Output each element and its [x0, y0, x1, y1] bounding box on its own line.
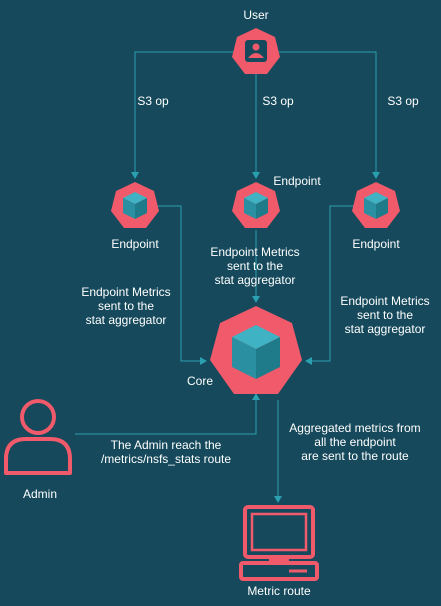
cube-icon — [352, 182, 400, 228]
metrics-right-line-3: stat aggregator — [344, 322, 426, 336]
admin-label: Admin — [22, 487, 57, 501]
metrics-center-line-1: Endpoint Metrics — [210, 245, 300, 259]
s3-op-label-left: S3 op — [137, 94, 169, 108]
admin-route-label: The Admin reach the /metrics/nsfs_stats … — [86, 438, 246, 466]
aggregated-line-2: all the endpoint — [314, 435, 396, 449]
metrics-center-line-3: stat aggregator — [214, 273, 296, 287]
aggregated-line-1: Aggregated metrics from — [289, 421, 421, 435]
metrics-right-line-2: sent to the — [356, 308, 414, 322]
endpoint-label-center: Endpoint — [273, 174, 321, 188]
metrics-left-line-3: stat aggregator — [85, 313, 167, 327]
metrics-right-line-1: Endpoint Metrics — [340, 294, 430, 308]
aggregated-line-3: are sent to the route — [301, 449, 409, 463]
metrics-left-line-1: Endpoint Metrics — [81, 285, 171, 299]
metrics-label-right: Endpoint Metrics sent to the stat aggreg… — [329, 294, 441, 336]
endpoint-node-right[interactable] — [351, 181, 401, 231]
aggregated-metrics-label: Aggregated metrics from all the endpoint… — [280, 421, 430, 463]
person-icon — [4, 399, 72, 475]
endpoint-node-left[interactable] — [110, 181, 160, 231]
s3-op-label-center: S3 op — [262, 94, 294, 108]
s3-op-label-right: S3 op — [387, 94, 419, 108]
admin-route-line-2: /metrics/nsfs_stats route — [100, 452, 232, 466]
metrics-center-line-2: sent to the — [226, 259, 284, 273]
metrics-label-center: Endpoint Metrics sent to the stat aggreg… — [199, 245, 311, 287]
cube-icon — [210, 306, 302, 394]
metrics-label-left: Endpoint Metrics sent to the stat aggreg… — [70, 285, 182, 327]
core-node[interactable] — [208, 305, 304, 397]
user-to-right-endpoint-connector — [271, 51, 380, 179]
user-label: User — [243, 8, 269, 22]
admin-to-core-connector — [75, 393, 260, 435]
user-to-left-endpoint-connector — [131, 51, 241, 179]
monitor-icon — [239, 505, 319, 581]
user-icon — [232, 28, 280, 74]
admin-node[interactable] — [2, 397, 74, 475]
user-node[interactable] — [231, 27, 281, 77]
metric-route-label: Metric route — [247, 584, 311, 598]
metric-route-node[interactable] — [239, 505, 319, 581]
cube-icon — [111, 182, 159, 228]
cube-icon — [232, 182, 280, 228]
endpoint-label-left: Endpoint — [111, 237, 159, 251]
right-endpoint-to-core-connector — [305, 205, 360, 365]
endpoint-node-center[interactable] — [231, 181, 281, 231]
metrics-left-line-2: sent to the — [97, 299, 155, 313]
endpoint-label-right: Endpoint — [352, 237, 400, 251]
core-label: Core — [186, 374, 213, 388]
left-endpoint-to-core-connector — [150, 205, 207, 365]
admin-route-line-1: The Admin reach the — [110, 438, 222, 452]
